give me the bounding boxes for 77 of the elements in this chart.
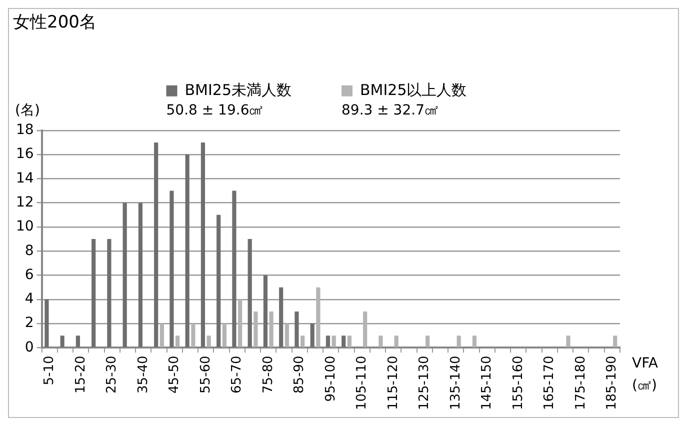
bar [122, 202, 127, 348]
bar [263, 275, 268, 348]
y-axis-title: (名) [15, 102, 40, 118]
y-tick-label: 12 [16, 194, 34, 210]
text: 89.3 ± 32.7㎠ [342, 102, 438, 118]
y-tick-label: 2 [24, 315, 34, 332]
bar [160, 324, 164, 348]
bar [92, 239, 96, 348]
bar [378, 336, 383, 348]
bar [326, 336, 330, 348]
bar [294, 311, 299, 348]
legend-label: BMI25未満人数 [184, 80, 292, 99]
bar [170, 190, 174, 348]
y-tick-label: 0 [24, 339, 34, 356]
bar [216, 214, 221, 348]
bar [472, 336, 477, 348]
bar [566, 336, 570, 348]
x-tick-label: 35-40 [136, 356, 151, 394]
bar [310, 324, 314, 348]
bar [107, 239, 112, 348]
x-tick-label: 105-110 [354, 356, 370, 410]
bar [342, 336, 346, 348]
bar [191, 324, 196, 348]
y-tick-label: 6 [24, 266, 34, 283]
bar [232, 190, 236, 348]
bar [44, 299, 49, 348]
text: 50.8 ± 19.6㎠ [166, 102, 264, 118]
y-tick-label: 8 [24, 242, 34, 259]
bar [316, 287, 320, 348]
bar [154, 142, 158, 348]
x-tick-label: 155-160 [510, 356, 526, 410]
x-tick-label: 135-140 [448, 356, 464, 410]
bar [248, 239, 252, 348]
bar [426, 336, 430, 348]
bar [206, 336, 211, 348]
y-tick-label: 18 [16, 122, 34, 138]
y-tick-label: 10 [16, 218, 34, 235]
bar [60, 336, 64, 348]
x-tick-label: 5-10 [42, 356, 58, 386]
x-tick-label: 95-100 [323, 356, 338, 402]
x-tick-label: 115-120 [386, 356, 401, 410]
x-tick-label: 165-170 [542, 356, 558, 410]
x-tick-label: 125-130 [417, 356, 432, 410]
legend-label: BMI25以上人数 [360, 80, 467, 99]
x-tick-label: 175-180 [573, 356, 588, 410]
bar [347, 336, 352, 348]
bar [222, 324, 226, 348]
x-axis-title: VFA (㎠) [632, 356, 658, 394]
bar [254, 311, 258, 348]
bar [200, 142, 206, 348]
bar [394, 336, 398, 348]
x-tick-label: 185-190 [604, 356, 620, 410]
bar [363, 311, 368, 348]
bar [613, 336, 618, 348]
bar [332, 336, 336, 348]
x-tick-label: 55-60 [198, 356, 214, 394]
x-tick-label: 85-90 [292, 356, 308, 394]
y-tick-label: 4 [24, 291, 34, 308]
x-tick-label: 65-70 [230, 356, 245, 394]
bar [269, 311, 274, 348]
x-tick-label: 45-50 [167, 356, 182, 394]
y-tick-label: 16 [16, 146, 34, 162]
bar [76, 336, 80, 348]
bar [176, 336, 180, 348]
x-tick-label: 25-30 [104, 356, 120, 394]
bar [185, 154, 190, 348]
bar [456, 336, 461, 348]
bar [300, 336, 305, 348]
y-tick-label: 14 [16, 170, 34, 186]
bar [279, 287, 284, 348]
chart-title: 女性200名 [13, 12, 96, 33]
bar [284, 324, 290, 348]
bar [238, 299, 242, 348]
x-tick-label: 75-80 [260, 356, 276, 394]
bar [138, 202, 143, 348]
x-tick-label: 15-20 [73, 356, 88, 394]
x-tick-label: 145-150 [480, 356, 495, 410]
